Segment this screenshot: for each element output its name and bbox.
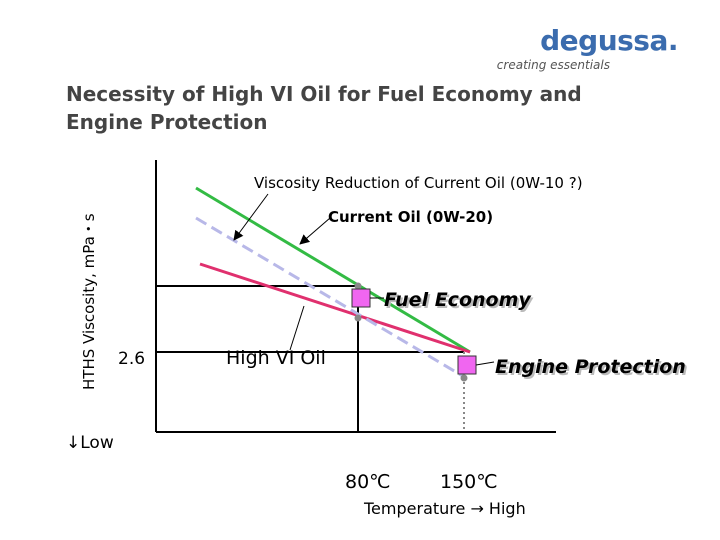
point-80c-current bbox=[354, 282, 362, 290]
engine-protection-leader bbox=[475, 361, 495, 366]
x-tick-label-80c: 80℃ bbox=[345, 471, 391, 493]
engine-protection-label: Engine Protection bbox=[495, 356, 686, 378]
engine-protection-marker bbox=[457, 355, 477, 375]
page-title: Necessity of High VI Oil for Fuel Econom… bbox=[66, 82, 582, 134]
series-line-high-vi-oil bbox=[199, 262, 471, 354]
reduction-label: Viscosity Reduction of Current Oil (0W-1… bbox=[254, 174, 583, 192]
high-vi-oil-label: High VI Oil bbox=[226, 347, 326, 369]
point-150c-reduced bbox=[460, 374, 468, 382]
current-oil-label: Current Oil (0W-20) bbox=[328, 208, 493, 226]
point-80c-reduced bbox=[354, 314, 362, 322]
fuel-economy-label-shadow: Fuel Economy bbox=[386, 291, 534, 313]
fuel-economy-label: Fuel Economy bbox=[384, 289, 532, 311]
reduction-arrow-b bbox=[299, 217, 331, 245]
y-tick-label: 2.6 bbox=[118, 349, 145, 369]
fuel-economy-marker bbox=[351, 288, 371, 308]
series-line-current-oil-0w20 bbox=[195, 186, 471, 354]
reduction-arrow-a bbox=[233, 193, 269, 241]
series-line-reduced-0w10 bbox=[195, 216, 467, 380]
engine-protection-label-shadow: Engine Protection bbox=[497, 358, 688, 380]
x-tick-label-150c: 150℃ bbox=[440, 471, 498, 493]
low-label: ↓Low bbox=[66, 433, 114, 453]
logo-tagline: creating essentials bbox=[496, 58, 610, 72]
logo-wordmark: degussa. bbox=[540, 24, 678, 57]
high-vi-leader bbox=[289, 305, 305, 351]
x-axis-label: Temperature → High bbox=[363, 499, 526, 518]
y-axis-label: HTHS Viscosity, mPa・s bbox=[80, 213, 98, 390]
degussa-logo: degussa. creating essentials bbox=[497, 22, 710, 78]
